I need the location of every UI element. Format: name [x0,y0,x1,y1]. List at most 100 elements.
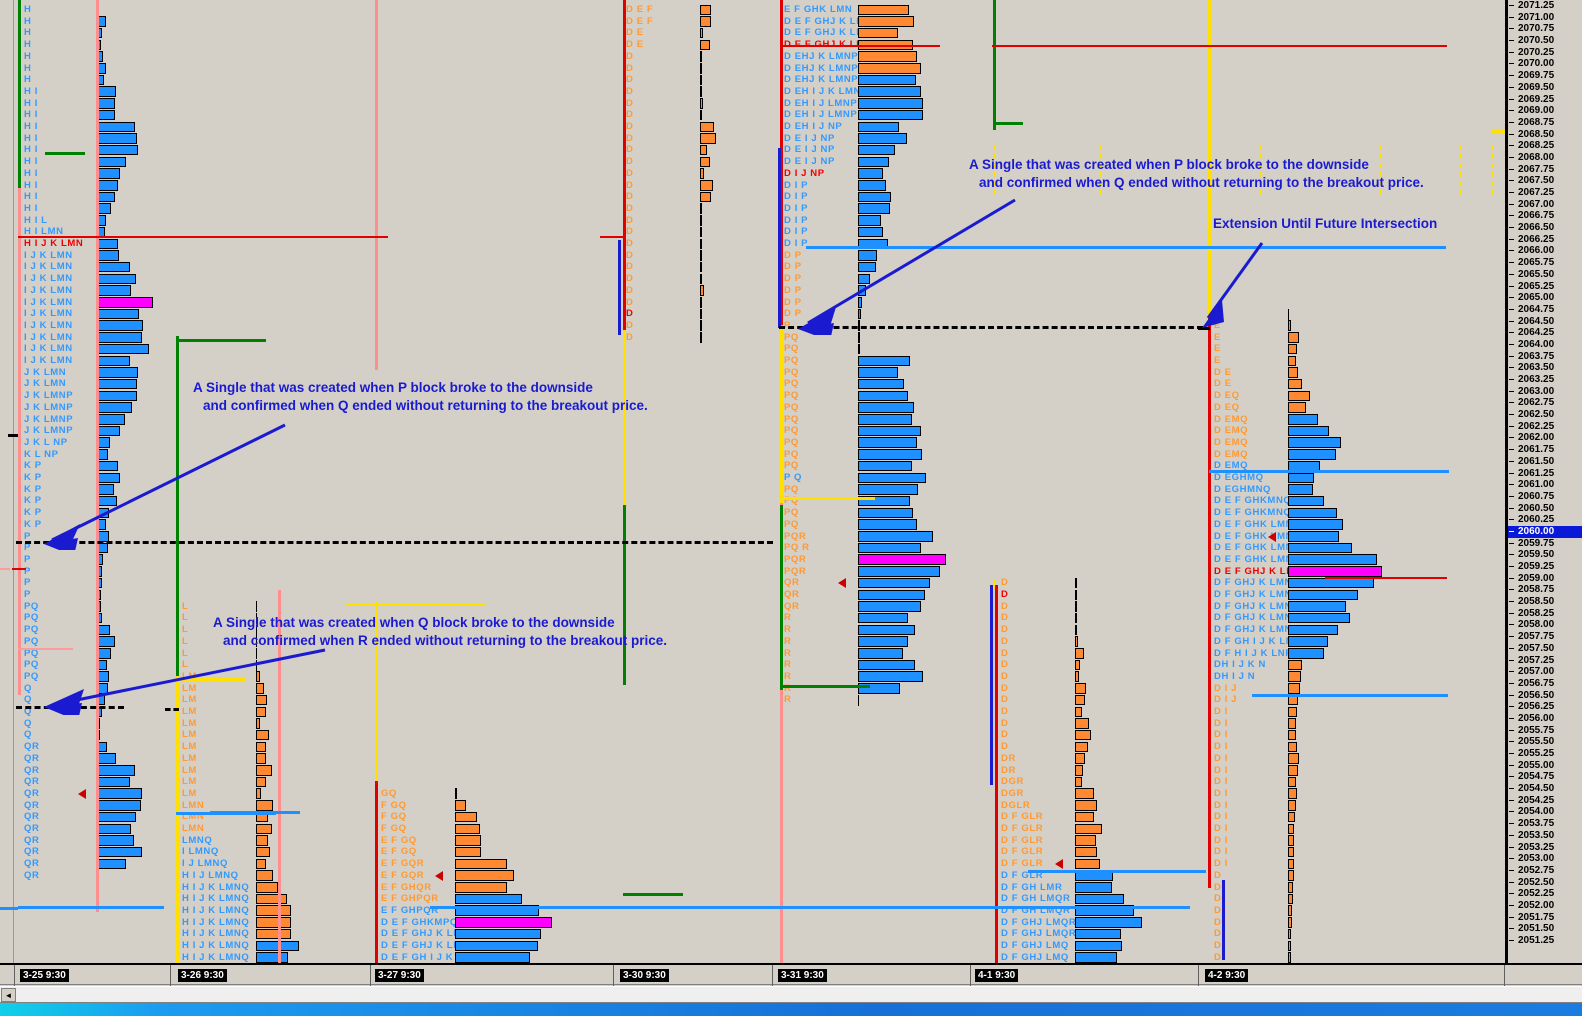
time-label[interactable]: 3-31 9:30 [778,969,827,982]
price-tick[interactable]: 2059.75 [1508,538,1582,550]
price-tick[interactable]: 2057.50 [1508,643,1582,655]
time-label[interactable]: 3-25 9:30 [20,969,69,982]
price-tick[interactable]: 2069.25 [1508,94,1582,106]
price-tick[interactable]: 2055.25 [1508,748,1582,760]
tpo-row: D F GHJ K LMNPR [1214,624,1307,636]
price-tick[interactable]: 2060.00 [1508,525,1582,538]
horizontal-scrollbar[interactable]: ◄ [0,986,1582,1003]
price-tick[interactable]: 2069.75 [1508,70,1582,82]
volume-bar-zero [256,624,257,636]
price-tick[interactable]: 2065.75 [1508,257,1582,269]
price-tick[interactable]: 2051.75 [1508,912,1582,924]
price-tick[interactable]: 2059.25 [1508,561,1582,573]
price-tick[interactable]: 2062.75 [1508,397,1582,409]
price-tick[interactable]: 2066.50 [1508,222,1582,234]
price-tick[interactable]: 2052.25 [1508,888,1582,900]
price-tick[interactable]: 2063.25 [1508,374,1582,386]
price-tick[interactable]: 2067.75 [1508,164,1582,176]
price-tick[interactable]: 2052.75 [1508,865,1582,877]
volume-bar [1075,811,1094,823]
price-tick[interactable]: 2067.00 [1508,199,1582,211]
price-tick[interactable]: 2068.25 [1508,140,1582,152]
price-tick[interactable]: 2059.50 [1508,549,1582,561]
price-tick[interactable]: 2070.25 [1508,47,1582,59]
price-tick[interactable]: 2051.50 [1508,923,1582,935]
price-tick[interactable]: 2066.00 [1508,245,1582,257]
price-tick[interactable]: 2065.00 [1508,292,1582,304]
price-tick[interactable]: 2054.50 [1508,783,1582,795]
price-tick[interactable]: 2053.75 [1508,818,1582,830]
price-tick[interactable]: 2064.00 [1508,339,1582,351]
price-value: 2057.50 [1518,642,1555,654]
price-tick[interactable]: 2062.25 [1508,421,1582,433]
price-tick[interactable]: 2066.75 [1508,210,1582,222]
price-tick[interactable]: 2067.50 [1508,175,1582,187]
price-tick[interactable]: 2071.00 [1508,12,1582,24]
price-tick[interactable]: 2069.50 [1508,82,1582,94]
price-tick[interactable]: 2062.50 [1508,409,1582,421]
price-tick[interactable]: 2058.00 [1508,619,1582,631]
price-tick[interactable]: 2067.25 [1508,187,1582,199]
price-tick[interactable]: 2060.75 [1508,491,1582,503]
time-label[interactable]: 4-1 9:30 [975,969,1019,982]
price-tick[interactable]: 2065.50 [1508,269,1582,281]
range-line-pink-vert3 [375,0,378,370]
price-tick[interactable]: 2056.50 [1508,690,1582,702]
price-tick[interactable]: 2068.75 [1508,117,1582,129]
price-tick[interactable]: 2054.75 [1508,771,1582,783]
time-label[interactable]: 4-2 9:30 [1205,969,1249,982]
price-tick[interactable]: 2053.00 [1508,853,1582,865]
price-tick[interactable]: 2056.25 [1508,701,1582,713]
time-label[interactable]: 3-30 9:30 [620,969,669,982]
scroll-left-arrow-icon[interactable]: ◄ [1,988,16,1002]
price-tick[interactable]: 2054.00 [1508,806,1582,818]
price-tick[interactable]: 2061.50 [1508,456,1582,468]
price-tick[interactable]: 2063.50 [1508,362,1582,374]
price-tick[interactable]: 2064.25 [1508,327,1582,339]
price-tick[interactable]: 2064.75 [1508,304,1582,316]
price-tick[interactable]: 2051.25 [1508,935,1582,947]
price-tick[interactable]: 2060.50 [1508,503,1582,515]
price-tick[interactable]: 2059.00 [1508,573,1582,585]
price-tick[interactable]: 2061.75 [1508,444,1582,456]
price-tick[interactable]: 2070.50 [1508,35,1582,47]
price-tick[interactable]: 2058.50 [1508,596,1582,608]
price-tick[interactable]: 2068.00 [1508,152,1582,164]
price-tick[interactable]: 2062.00 [1508,432,1582,444]
price-tick[interactable]: 2064.50 [1508,316,1582,328]
price-tick[interactable]: 2066.25 [1508,234,1582,246]
price-tick[interactable]: 2065.25 [1508,281,1582,293]
time-axis[interactable]: 3-25 9:30 3-26 9:30 3-27 9:30 3-30 9:30 3-31… [0,963,1582,987]
time-label[interactable]: 3-27 9:30 [375,969,424,982]
price-tick[interactable]: 2055.75 [1508,725,1582,737]
price-tick[interactable]: 2058.25 [1508,608,1582,620]
price-tick[interactable]: 2057.25 [1508,655,1582,667]
price-tick[interactable]: 2063.00 [1508,386,1582,398]
price-tick[interactable]: 2058.75 [1508,584,1582,596]
price-tick[interactable]: 2053.25 [1508,842,1582,854]
price-tick[interactable]: 2071.25 [1508,0,1582,12]
price-tick[interactable]: 2057.75 [1508,631,1582,643]
tpo-row: PQ [784,390,799,402]
price-tick[interactable]: 2057.00 [1508,666,1582,678]
volume-bar [858,437,917,448]
price-tick[interactable]: 2060.25 [1508,514,1582,526]
price-tick[interactable]: 2070.00 [1508,58,1582,70]
price-tick[interactable]: 2055.00 [1508,760,1582,772]
price-tick[interactable]: 2053.50 [1508,830,1582,842]
price-tick[interactable]: 2056.00 [1508,713,1582,725]
price-tick[interactable]: 2052.00 [1508,900,1582,912]
price-tick[interactable]: 2056.75 [1508,678,1582,690]
price-tick[interactable]: 2070.75 [1508,23,1582,35]
price-scale[interactable]: 2071.25 2071.00 2070.75 2070.50 2070.25 2070.… [1507,0,1582,963]
price-tick[interactable]: 2063.75 [1508,351,1582,363]
price-tick[interactable]: 2061.25 [1508,468,1582,480]
price-tick[interactable]: 2054.25 [1508,795,1582,807]
price-tick[interactable]: 2055.50 [1508,736,1582,748]
price-tick[interactable]: 2052.50 [1508,877,1582,889]
price-tick[interactable]: 2068.50 [1508,129,1582,141]
price-tick[interactable]: 2061.00 [1508,479,1582,491]
time-label[interactable]: 3-26 9:30 [178,969,227,982]
price-tick[interactable]: 2069.00 [1508,105,1582,117]
